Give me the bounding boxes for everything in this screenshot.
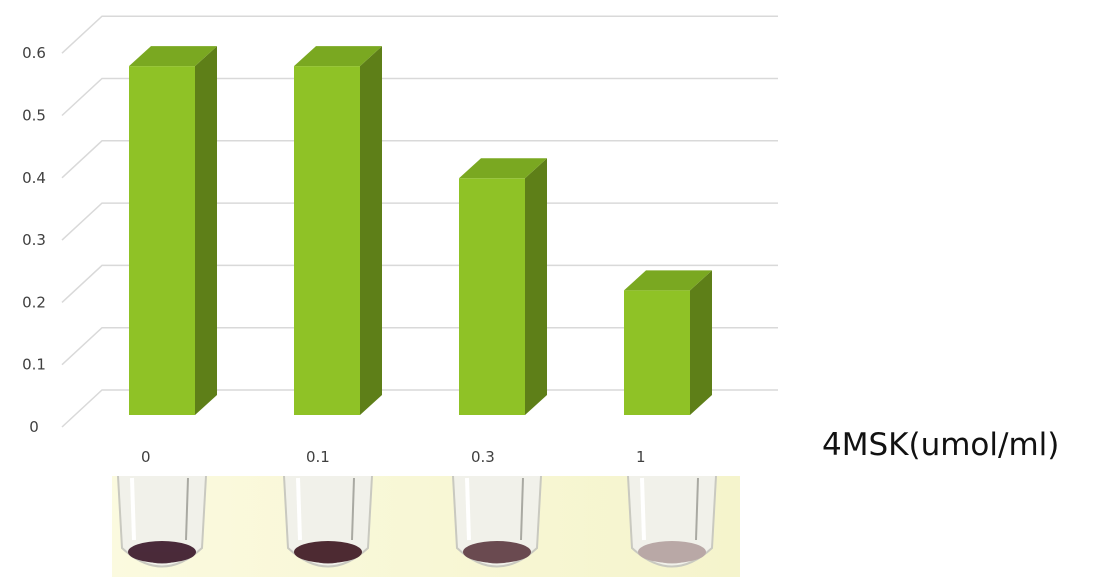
x-axis-title: 4MSK(umol/ml) [822,427,1059,463]
x-tick-label: 1 [636,448,646,466]
gridline [61,140,778,179]
tube-edge [520,477,524,541]
bar-front [294,66,360,416]
bar-top [459,158,547,179]
tube-highlight [130,477,136,541]
tube [117,475,207,568]
tube [452,475,542,568]
bar [294,46,382,416]
tube-pellet-bottom [294,552,362,564]
y-tick-label: 0.2 [22,293,46,311]
tube-highlight [465,477,471,541]
bars [129,46,712,416]
y-tick-label: 0.3 [22,231,46,249]
bar-side [525,158,547,415]
tube-photo [112,475,740,577]
tube-edge [351,477,355,541]
y-tick-label: 0.4 [22,169,46,187]
tube [283,475,373,568]
bar-top [294,46,382,67]
x-tick-label: 0.3 [471,448,495,466]
bar-front [129,66,195,416]
tube-highlight [296,477,302,541]
x-tick-label: 0.1 [306,448,330,466]
bar-side [195,46,217,416]
gridline [61,77,778,117]
tube-pellet-bottom [128,552,196,564]
gridline [61,389,778,428]
bar [459,158,547,415]
bar [129,46,217,416]
gridlines [61,15,778,428]
gridline [61,202,778,241]
tube-pellet-bottom [638,552,706,564]
bar-top [129,46,217,67]
x-axis-tick-labels: 0 0.1 0.3 1 [141,448,646,466]
x-tick-label: 0 [141,448,151,466]
bar-side [690,270,712,415]
y-tick-label: 0.1 [22,356,46,374]
gridline [61,326,778,366]
bar-top [624,270,712,291]
tube [627,475,717,568]
y-tick-label: 0 [29,418,39,436]
gridline [61,264,778,303]
y-tick-label: 0.5 [22,107,46,125]
bar-side [360,46,382,416]
tube-highlight [640,477,646,541]
tube-pellet-bottom [463,552,531,564]
y-tick-label: 0.6 [22,44,46,62]
bar-front [459,178,525,415]
bar [624,270,712,415]
bar-front [624,290,690,415]
y-axis-tick-labels: 0 0.1 0.2 0.3 0.4 0.5 0.6 [22,44,46,436]
gridline [61,15,778,54]
tube-edge [185,477,189,541]
tube-edge [695,477,699,541]
